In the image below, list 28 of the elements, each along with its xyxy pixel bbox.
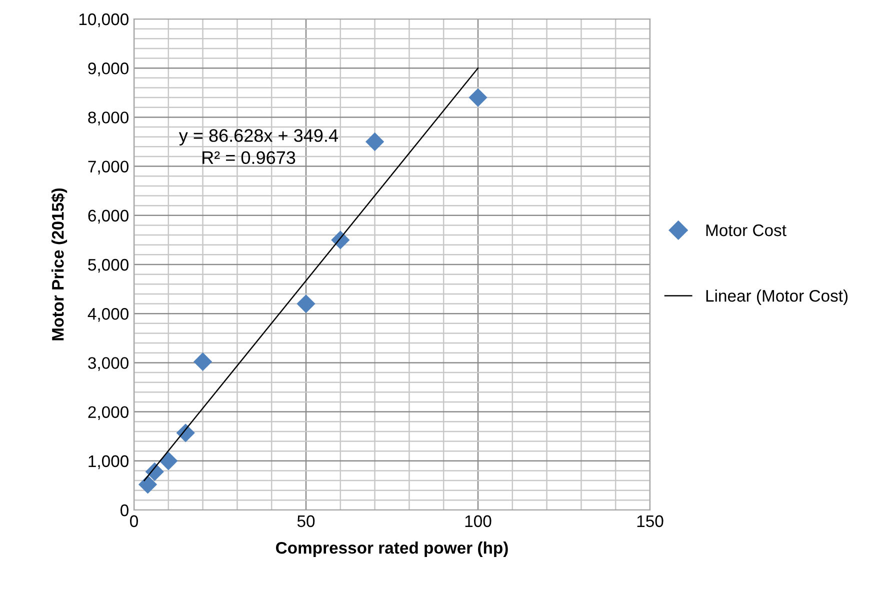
point	[468, 88, 488, 107]
x-tick-label: 50	[297, 515, 315, 528]
y-axis-title: Motor Price (2015$)	[51, 188, 68, 340]
y-tick-label: 5,000	[88, 258, 128, 273]
y-tick-label: 9,000	[88, 62, 128, 76]
point	[296, 294, 316, 314]
y-tick-label: 8,000	[88, 112, 128, 126]
x-tick-label: 100	[465, 515, 492, 528]
y-tick-label: 3,000	[88, 357, 128, 371]
y-tick-label: 1,000	[88, 455, 128, 470]
y-tick-label: 0	[120, 504, 128, 516]
point	[365, 132, 384, 152]
legend-label: Linear (Motor Cost)	[706, 290, 848, 306]
annotation: y = 86.628x + 349.4	[178, 129, 338, 146]
y-tick-label: 6,000	[88, 210, 128, 224]
y-tick-label: 2,000	[88, 406, 128, 420]
y-tick-label: 7,000	[88, 160, 128, 174]
point	[176, 424, 195, 442]
x-axis-title: Compressor rated power (hp)	[276, 542, 508, 558]
point	[159, 452, 178, 470]
annotation: R² = 0.9673	[202, 151, 296, 164]
point	[193, 352, 212, 372]
x-tick-label: 0	[130, 515, 138, 528]
y-tick-label: 10,000	[79, 13, 128, 28]
x-tick-label: 150	[637, 515, 664, 528]
point	[138, 475, 158, 494]
legend-label: Motor Cost	[706, 224, 786, 236]
y-tick-label: 4,000	[88, 308, 128, 322]
